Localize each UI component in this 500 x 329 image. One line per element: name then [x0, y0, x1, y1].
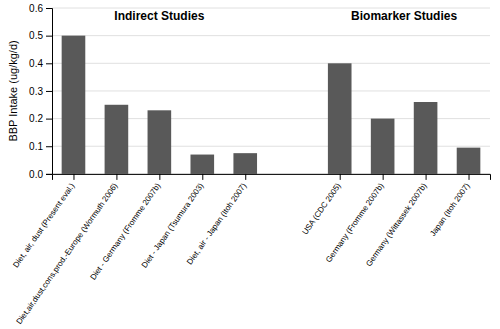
x-tick-label: Diet, air - Japan (Itoh 2007) — [185, 181, 248, 266]
x-tick-mark — [383, 174, 384, 180]
x-tick-label: USA (CDC 2005) — [300, 181, 343, 236]
x-tick-mark — [245, 174, 246, 180]
bar — [457, 148, 481, 174]
grid — [52, 8, 490, 174]
y-tick: 0.1 — [29, 141, 52, 152]
y-tick-label: 0.2 — [29, 113, 43, 124]
y-tick-label: 0.0 — [29, 169, 43, 180]
x-tick-mark — [73, 174, 74, 180]
x-tick-label: Germany (Wittassek 2007b) — [364, 181, 429, 268]
x-tick-mark — [340, 174, 341, 180]
y-tick-label: 0.5 — [29, 30, 43, 41]
chart-svg: 0.0 0.1 0.2 0.3 0.4 0.5 0.6 Diet, air, dust (Pr… — [0, 0, 500, 329]
y-tick-label: 0.3 — [29, 86, 43, 97]
y-axis-title: BBP Intake (ug/kg/d) — [7, 40, 19, 141]
grid-line — [52, 35, 490, 36]
x-tick: Diet, air - Japan (Itoh 2007) — [185, 174, 248, 266]
grid-line — [52, 90, 490, 91]
x-tick-mark — [159, 174, 160, 180]
x-tick: Germany (Wittassek 2007b) — [364, 174, 429, 268]
x-axis-line — [53, 174, 491, 180]
plot: 0.0 0.1 0.2 0.3 0.4 0.5 0.6 Diet, air, dust (Pr… — [11, 3, 490, 326]
x-tick: Japan (Itoh 2007) — [428, 174, 472, 238]
grid-line — [52, 63, 490, 64]
y-tick-label: 0.1 — [29, 141, 43, 152]
y-tick: 0.4 — [29, 58, 52, 69]
bar — [233, 153, 257, 174]
bar — [62, 36, 86, 174]
y-axis-line — [46, 9, 53, 175]
bar — [414, 102, 438, 174]
x-axis: Diet, air, dust (Present eval.)Diet,air,… — [11, 174, 490, 326]
x-tick-mark — [116, 174, 117, 180]
x-tick-label: Japan (Itoh 2007) — [428, 181, 472, 238]
y-tick: 0.6 — [29, 3, 52, 14]
y-tick-label: 0.4 — [29, 58, 43, 69]
bar — [190, 155, 214, 174]
y-tick: 0.5 — [29, 30, 52, 41]
y-tick-mark — [46, 91, 52, 92]
chart-container: 0.0 0.1 0.2 0.3 0.4 0.5 0.6 Diet, air, dust (Pr… — [0, 0, 500, 329]
y-tick-mark — [46, 36, 52, 37]
y-tick: 0.2 — [29, 113, 52, 124]
y-tick-mark — [46, 174, 52, 175]
bar — [105, 105, 129, 174]
y-tick-mark — [46, 8, 52, 9]
y-tick: 0.0 — [29, 169, 52, 180]
y-tick-label: 0.6 — [29, 3, 43, 14]
y-tick-mark — [46, 146, 52, 147]
x-tick: Diet - Germany (Fromme 2007b) — [88, 174, 162, 282]
group-label: Indirect Studies — [114, 9, 204, 23]
y-tick: 0.3 — [29, 86, 52, 97]
y-tick-mark — [46, 63, 52, 64]
x-tick: Diet,air,dust,cons.prod.-Europe (Wormuth… — [14, 174, 119, 326]
x-tick-mark — [426, 174, 427, 180]
bar — [328, 63, 352, 174]
y-axis: 0.0 0.1 0.2 0.3 0.4 0.5 0.6 — [29, 3, 52, 180]
bars — [62, 36, 481, 174]
group-label: Biomarker Studies — [351, 9, 457, 23]
bar — [371, 119, 395, 174]
x-tick-mark — [202, 174, 203, 180]
y-tick-mark — [46, 119, 52, 120]
x-tick-mark — [469, 174, 470, 180]
bar — [148, 110, 172, 174]
x-tick-label: Diet - Germany (Fromme 2007b) — [88, 181, 162, 281]
x-tick: USA (CDC 2005) — [300, 174, 343, 237]
